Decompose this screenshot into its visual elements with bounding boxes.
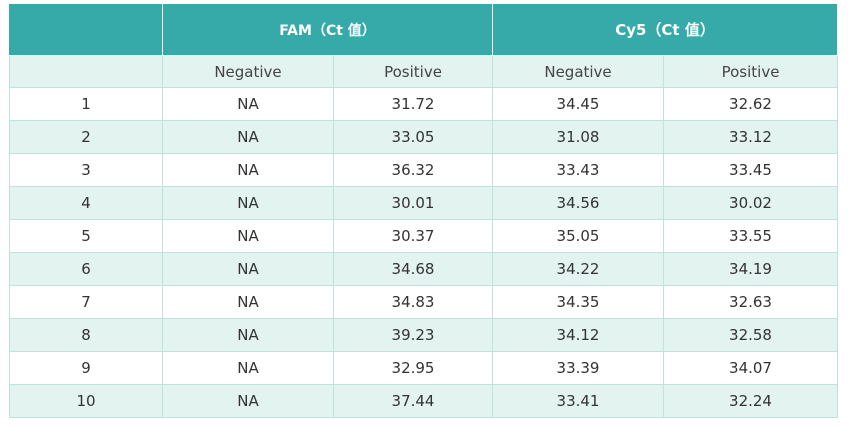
fam-positive-cell: 34.83 [332, 285, 494, 319]
row-index-cell: 1 [9, 87, 163, 121]
cy5-negative-cell: 31.08 [492, 120, 665, 154]
row-index-cell: 2 [9, 120, 163, 154]
table-row: 8 NA 39.23 34.12 32.58 [9, 318, 839, 352]
index-subheader-cell [9, 55, 163, 88]
cy5-positive-header: Positive [663, 55, 839, 88]
fam-negative-cell: NA [162, 120, 334, 154]
fam-negative-cell: NA [162, 384, 334, 418]
cy5-negative-cell: 35.05 [492, 219, 665, 253]
table-row: 4 NA 30.01 34.56 30.02 [9, 186, 839, 220]
corner-header-cell [9, 3, 163, 56]
row-index-cell: 10 [9, 384, 163, 418]
table-row: 1 NA 31.72 34.45 32.62 [9, 87, 839, 121]
cy5-negative-cell: 34.56 [492, 186, 665, 220]
fam-negative-cell: NA [162, 318, 334, 352]
table-body: 1 NA 31.72 34.45 32.62 2 NA 33.05 31.08 … [9, 87, 839, 418]
fam-positive-header: Positive [332, 55, 494, 88]
fam-positive-cell: 31.72 [332, 87, 494, 121]
fam-negative-header: Negative [162, 55, 334, 88]
row-index-cell: 7 [9, 285, 163, 319]
fam-positive-cell: 30.37 [332, 219, 494, 253]
fam-positive-cell: 34.68 [332, 252, 494, 286]
fam-negative-cell: NA [162, 219, 334, 253]
row-index-cell: 4 [9, 186, 163, 220]
cy5-negative-cell: 33.41 [492, 384, 665, 418]
fam-positive-cell: 36.32 [332, 153, 494, 187]
table-row: 9 NA 32.95 33.39 34.07 [9, 351, 839, 385]
table-row: 6 NA 34.68 34.22 34.19 [9, 252, 839, 286]
fam-negative-cell: NA [162, 252, 334, 286]
sub-header-row: Negative Positive Negative Positive [9, 55, 839, 88]
fam-negative-cell: NA [162, 351, 334, 385]
cy5-positive-cell: 32.63 [663, 285, 839, 319]
row-index-cell: 5 [9, 219, 163, 253]
table-row: 5 NA 30.37 35.05 33.55 [9, 219, 839, 253]
fam-negative-cell: NA [162, 285, 334, 319]
cy5-positive-cell: 33.55 [663, 219, 839, 253]
cy5-negative-cell: 33.39 [492, 351, 665, 385]
fam-positive-cell: 39.23 [332, 318, 494, 352]
table-row: 7 NA 34.83 34.35 32.63 [9, 285, 839, 319]
row-index-cell: 8 [9, 318, 163, 352]
row-index-cell: 6 [9, 252, 163, 286]
fam-positive-cell: 30.01 [332, 186, 494, 220]
fam-negative-cell: NA [162, 153, 334, 187]
cy5-group-header: Cy5（Ct 值） [492, 3, 839, 56]
fam-positive-cell: 33.05 [332, 120, 494, 154]
cy5-negative-cell: 34.22 [492, 252, 665, 286]
cy5-negative-cell: 34.35 [492, 285, 665, 319]
fam-negative-cell: NA [162, 186, 334, 220]
cy5-positive-cell: 33.45 [663, 153, 839, 187]
fam-group-header: FAM（Ct 值） [161, 3, 494, 56]
table-row: 3 NA 36.32 33.43 33.45 [9, 153, 839, 187]
cy5-positive-cell: 32.62 [663, 87, 839, 121]
row-index-cell: 3 [9, 153, 163, 187]
cy5-positive-cell: 34.07 [663, 351, 839, 385]
cy5-positive-cell: 34.19 [663, 252, 839, 286]
cy5-positive-cell: 30.02 [663, 186, 839, 220]
ct-values-table: FAM（Ct 值） Cy5（Ct 值） Negative Positive Ne… [9, 3, 839, 418]
table-row: 2 NA 33.05 31.08 33.12 [9, 120, 839, 154]
fam-positive-cell: 32.95 [332, 351, 494, 385]
cy5-positive-cell: 33.12 [663, 120, 839, 154]
table-row: 10 NA 37.44 33.41 32.24 [9, 384, 839, 418]
cy5-positive-cell: 32.58 [663, 318, 839, 352]
group-header-row: FAM（Ct 值） Cy5（Ct 值） [9, 3, 839, 56]
ct-values-table-container: FAM（Ct 值） Cy5（Ct 值） Negative Positive Ne… [9, 3, 839, 418]
cy5-positive-cell: 32.24 [663, 384, 839, 418]
row-index-cell: 9 [9, 351, 163, 385]
cy5-negative-cell: 33.43 [492, 153, 665, 187]
fam-negative-cell: NA [162, 87, 334, 121]
cy5-negative-cell: 34.12 [492, 318, 665, 352]
fam-positive-cell: 37.44 [332, 384, 494, 418]
cy5-negative-cell: 34.45 [492, 87, 665, 121]
cy5-negative-header: Negative [492, 55, 665, 88]
